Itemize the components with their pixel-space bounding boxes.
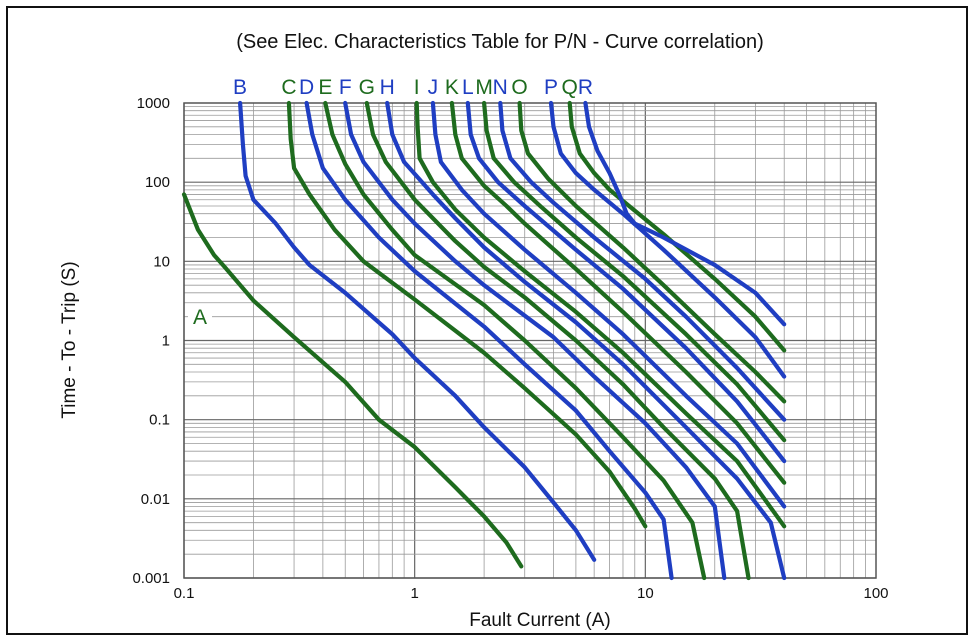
y-tick-label: 1000 xyxy=(137,95,170,112)
curve-label-b: B xyxy=(233,76,247,99)
x-tick-labels: 0.1 1 10 100 xyxy=(174,585,889,602)
curve-label-m: M xyxy=(475,76,493,99)
x-tick-label: 100 xyxy=(863,585,888,602)
curve-label-p: P xyxy=(544,76,558,99)
y-tick-label: 0.001 xyxy=(132,570,170,587)
curve-n xyxy=(498,100,787,422)
curve-label-l: L xyxy=(462,76,474,99)
curve-e xyxy=(323,100,707,581)
curve-label-a: A xyxy=(193,306,207,329)
y-tick-label: 0.01 xyxy=(141,491,170,508)
y-tick-label: 0.1 xyxy=(149,412,170,429)
curve-label-k: K xyxy=(445,76,459,99)
curves xyxy=(181,100,787,581)
curve-a xyxy=(181,192,524,569)
curve-label-g: G xyxy=(359,76,375,99)
curve-k xyxy=(449,100,787,485)
x-axis-label: Fault Current (A) xyxy=(469,610,610,631)
label-backdrop xyxy=(188,306,212,330)
curve-r xyxy=(583,100,787,327)
y-tick-labels: 1000 100 10 1 0.1 0.01 0.001 xyxy=(132,95,170,587)
curve-h xyxy=(385,100,787,581)
y-tick-label: 10 xyxy=(153,253,170,270)
curve-o xyxy=(517,100,787,404)
x-tick-label: 1 xyxy=(410,585,418,602)
curve-labels: A B C D E F G H I J K L M N O P Q R xyxy=(188,76,593,330)
chart-title: (See Elec. Characteristics Table for P/N… xyxy=(236,31,764,53)
curve-d xyxy=(304,100,674,581)
curve-f xyxy=(343,100,727,581)
curve-b xyxy=(238,100,597,562)
curve-label-c: C xyxy=(281,76,296,99)
curve-label-n: N xyxy=(493,76,508,99)
y-tick-label: 1 xyxy=(162,333,170,350)
y-tick-label: 100 xyxy=(145,174,170,191)
curve-label-r: R xyxy=(578,76,593,99)
curve-l xyxy=(465,100,787,464)
curve-i xyxy=(414,100,787,529)
curve-m xyxy=(482,100,787,443)
curve-label-h: H xyxy=(380,76,395,99)
chart-frame xyxy=(6,6,968,635)
curve-g xyxy=(364,100,751,581)
curve-label-q: Q xyxy=(562,76,578,99)
y-axis-label: Time - To - Trip (S) xyxy=(59,261,80,418)
curve-j xyxy=(430,100,787,509)
curve-label-f: F xyxy=(339,76,352,99)
x-tick-label: 10 xyxy=(637,585,654,602)
curve-label-o: O xyxy=(511,76,527,99)
curve-p xyxy=(548,100,787,379)
curve-label-e: E xyxy=(318,76,332,99)
curve-label-j: J xyxy=(428,76,439,99)
x-tick-label: 0.1 xyxy=(174,585,195,602)
curve-c xyxy=(286,100,648,529)
curve-label-i: I xyxy=(414,76,420,99)
plot-area xyxy=(183,102,877,579)
curve-label-d: D xyxy=(299,76,314,99)
